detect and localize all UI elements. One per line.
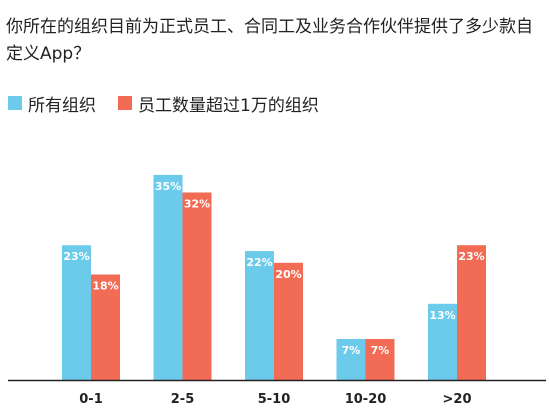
legend-label-large-orgs: 员工数量超过1万的组织 (138, 95, 319, 116)
bar-all-orgs-3 (336, 338, 366, 380)
bar-all-orgs-0 (62, 245, 91, 380)
bar-value-label: 23% (63, 250, 89, 263)
legend-swatch-large-orgs (118, 96, 132, 110)
bar-all-orgs-1 (153, 174, 183, 380)
x-tick-label: 2-5 (171, 392, 195, 407)
bar-large-orgs-1 (182, 192, 212, 380)
chart-title: 你所在的组织目前为正式员工、合同工及业务合作伙伴提供了多少款自定义App？ (6, 17, 533, 64)
x-tick-label: 10-20 (345, 392, 387, 407)
bar-large-orgs-4 (457, 245, 486, 380)
legend-item-large-orgs: 员工数量超过1万的组织 (118, 91, 319, 116)
bar-value-label: 13% (429, 309, 455, 322)
bar-value-label: 20% (275, 268, 301, 281)
bar-large-orgs-3 (365, 338, 395, 380)
x-axis-ticks: 0-1 2-5 5-10 10-20 >20 (79, 392, 471, 407)
legend-label-all-orgs: 所有组织 (28, 95, 96, 116)
bar-all-orgs-2 (245, 251, 274, 380)
legend: 所有组织 员工数量超过1万的组织 (8, 91, 341, 116)
legend-item-all-orgs: 所有组织 (8, 91, 96, 116)
x-tick-label: 5-10 (258, 392, 291, 407)
bar-value-label: 7% (342, 344, 361, 357)
bar-large-orgs-2 (274, 262, 303, 380)
x-tick-label: 0-1 (79, 392, 103, 407)
bar-large-orgs-0 (91, 274, 120, 380)
bars-group: 23% 18% 35%32% 22%20% 7% 7% 13% 23% (62, 174, 486, 380)
bar-value-label: 18% (92, 280, 118, 293)
bar-value-label: 32% (184, 197, 210, 210)
x-tick-label: >20 (443, 392, 472, 407)
bar-value-label: 7% (371, 344, 390, 357)
bar-value-label: 35% (155, 180, 181, 193)
legend-swatch-all-orgs (8, 96, 22, 110)
bar-all-orgs-4 (428, 303, 457, 380)
bar-value-label: 22% (246, 256, 272, 269)
bar-value-label: 23% (458, 250, 484, 263)
